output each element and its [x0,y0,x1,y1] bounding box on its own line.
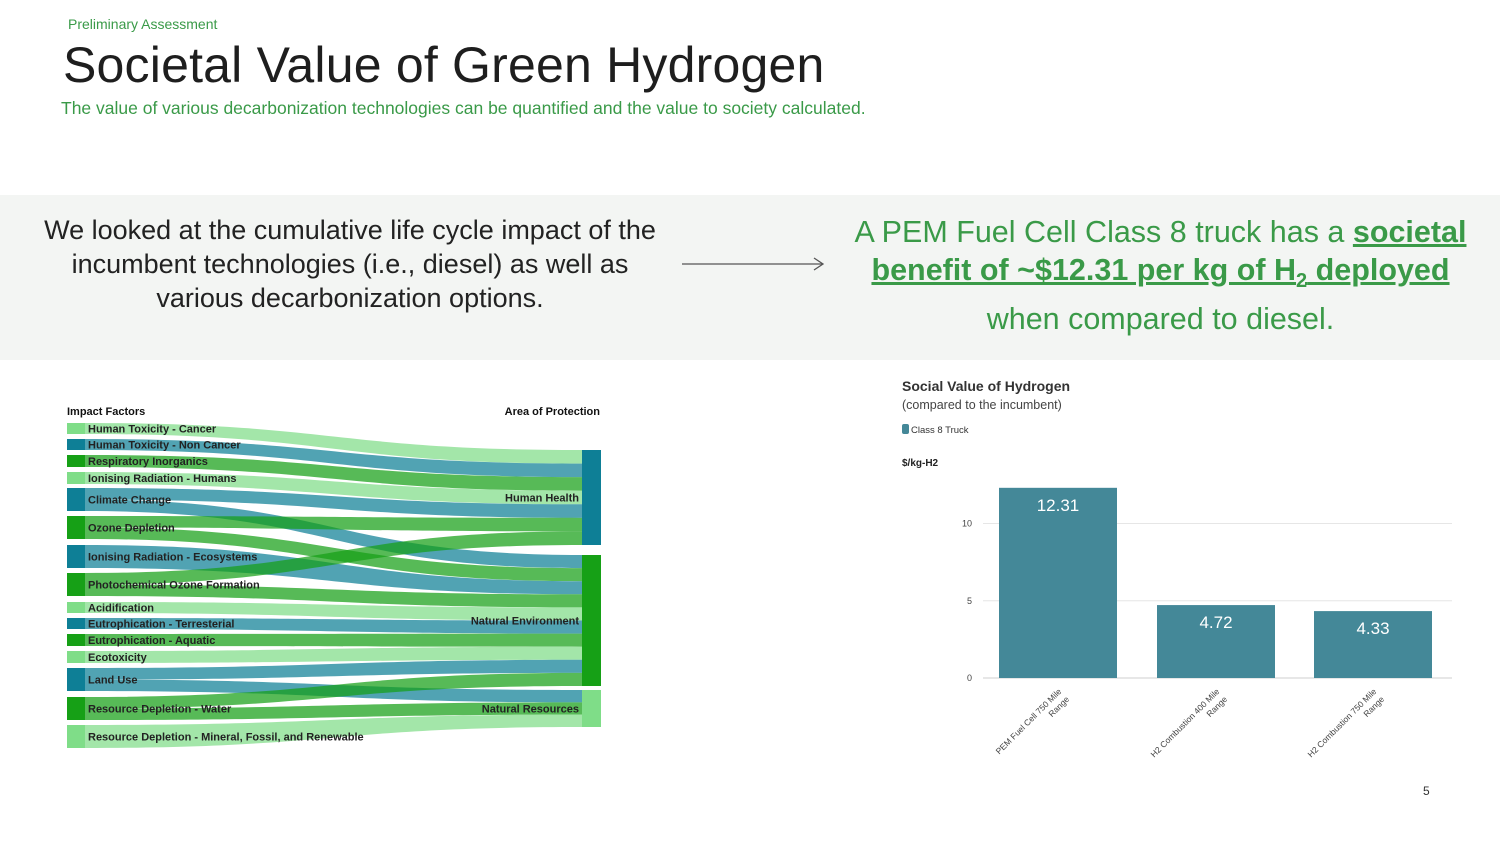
sankey-link-eutrophication-aquatic-to-natural-environment [85,633,582,647]
sankey-source-label: Acidification [88,603,154,615]
sankey-source-label: Ozone Depletion [88,523,175,535]
sankey-link-ionising-radiation-ecosystems-to-natural-environment [85,545,582,595]
sankey-source-node-ionising-radiation-ecosystems [67,545,85,568]
bar-value-label: 12.31 [1037,496,1080,515]
sankey-source-label: Eutrophication - Aquatic [88,635,215,647]
x-tick-label: H2 Combustion 750 MileRange [1306,686,1387,767]
x-tick-label: H2 Combustion 400 MileRange [1149,686,1230,767]
sankey-source-node-photochemical-ozone-formation [67,573,85,596]
sankey-link-ecotoxicity-to-natural-environment [85,646,582,663]
y-tick-label: 0 [967,673,972,683]
sankey-link-resource-depletion-water-to-natural-environment [85,672,582,709]
sankey-link-photochemical-ozone-formation-to-human-health [85,531,582,585]
sankey-link-human-toxicity-cancer-to-human-health [85,423,582,464]
legend-swatch-class-8-truck [902,424,909,434]
sankey-source-node-acidification [67,602,85,613]
sankey-source-node-ecotoxicity [67,651,85,663]
sankey-source-label: Eutrophication - Terresterial [88,619,235,631]
sankey-source-label: Resource Depletion - Water [88,704,232,716]
sankey-source-label: Ionising Radiation - Humans [88,473,237,485]
sankey-source-node-resource-depletion-mineral-fossil-and-renewable [67,725,85,748]
legend-label-class-8-truck: Class 8 Truck [911,425,969,436]
callout-right-suffix: when compared to diesel. [986,302,1335,337]
sankey-target-label: Natural Resources [482,704,579,716]
callout-highlight: societal benefit of ~$12.31 per kg of H2… [871,215,1467,292]
y-tick-label: 10 [962,519,972,529]
bar-pem-fuel-cell-750-mile-range [999,487,1117,678]
page-subtitle: The value of various decarbonization tec… [61,98,866,118]
sankey-source-node-climate-change [67,488,85,511]
callout-right-prefix: A PEM Fuel Cell Class 8 truck has a [854,215,1353,249]
sankey-link-land-use-to-natural-environment [85,659,582,680]
sankey-source-node-respiratory-inorganics [67,455,85,467]
y-tick-label: 5 [967,596,972,606]
sankey-link-eutrophication-terresterial-to-natural-environment [85,618,582,634]
callout-highlight-subscript: 2 [1296,270,1308,293]
sankey-link-acidification-to-natural-environment [85,602,582,621]
callout-left-text: We looked at the cumulative life cycle i… [44,215,656,313]
callout-highlight-part-1: societal benefit of ~$12.31 per kg of H [871,215,1467,287]
x-tick-label-line: PEM Fuel Cell 750 Mile [994,686,1064,756]
bar-chart-subtitle: (compared to the incumbent) [902,398,1062,412]
sankey-link-ozone-depletion-to-human-health [85,516,582,532]
bar-value-label: 4.33 [1356,619,1389,638]
y-axis-label: $/kg-H2 [902,458,939,469]
sankey-source-label: Ionising Radiation - Ecosystems [88,552,257,564]
sankey-source-label: Resource Depletion - Mineral, Fossil, an… [88,732,364,744]
sankey-target-node-natural-environment [582,555,601,686]
sankey-link-human-toxicity-non-cancer-to-human-health [85,439,582,478]
sankey-link-climate-change-to-human-health [85,488,582,518]
sankey-source-node-eutrophication-terresterial [67,618,85,629]
sankey-source-node-eutrophication-aquatic [67,634,85,646]
bar-h2-combustion-400-mile-range [1157,605,1275,678]
bar-chart-title: Social Value of Hydrogen [902,378,1070,394]
sankey-target-node-human-health [582,450,601,545]
sankey-source-node-ozone-depletion [67,516,85,539]
sankey-source-node-resource-depletion-water [67,697,85,720]
x-tick-label-line: H2 Combustion 400 Mile [1149,686,1222,759]
sankey-left-header: Impact Factors [67,406,145,418]
sankey-source-node-land-use [67,668,85,691]
sankey-link-photochemical-ozone-formation-to-natural-environment [85,584,582,608]
sankey-source-node-ionising-radiation-humans [67,472,85,484]
callout-right-text: A PEM Fuel Cell Class 8 truck has a soci… [838,213,1483,338]
bar-chart: Social Value of Hydrogen (compared to the… [902,378,1452,767]
sankey-link-resource-depletion-water-to-natural-resources [85,702,582,720]
sankey-chart: Impact Factors Area of Protection Human To… [67,406,601,748]
sankey-link-resource-depletion-mineral-fossil-and-renewable-to-natural-resources [85,714,582,748]
x-tick-label: PEM Fuel Cell 750 MileRange [994,686,1072,764]
sankey-source-label: Human Toxicity - Non Cancer [88,440,241,452]
x-tick-label-line: H2 Combustion 750 Mile [1306,686,1379,759]
arrow-right-icon [682,257,825,271]
sankey-source-node-human-toxicity-cancer [67,423,85,434]
sankey-link-respiratory-inorganics-to-human-health [85,455,582,491]
sankey-source-label: Ecotoxicity [88,652,148,664]
sankey-target-label: Human Health [505,493,579,505]
sankey-target-label: Natural Environment [471,616,580,628]
sankey-link-ionising-radiation-humans-to-human-health [85,472,582,505]
sankey-right-header: Area of Protection [505,406,601,418]
sankey-source-label: Photochemical Ozone Formation [88,580,260,592]
sankey-source-node-human-toxicity-non-cancer [67,439,85,450]
callout-band [0,195,1500,360]
callout-highlight-part-2: deployed [1307,253,1450,287]
page-number: 5 [1423,784,1430,798]
sankey-source-label: Climate Change [88,495,171,507]
sankey-source-label: Respiratory Inorganics [88,456,208,468]
bar-value-label: 4.72 [1199,613,1232,632]
page-title: Societal Value of Green Hydrogen [63,37,825,93]
eyebrow-label: Preliminary Assessment [68,16,218,32]
sankey-source-label: Land Use [88,675,138,687]
bar-h2-combustion-750-mile-range [1314,611,1432,678]
sankey-target-node-natural-resources [582,690,601,727]
sankey-source-label: Human Toxicity - Cancer [88,424,217,436]
sankey-links [85,423,582,748]
